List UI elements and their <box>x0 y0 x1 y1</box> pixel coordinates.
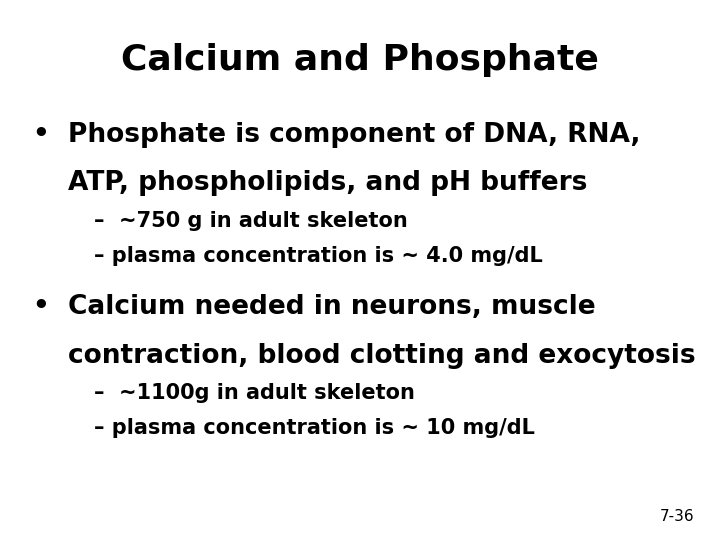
Text: contraction, blood clotting and exocytosis: contraction, blood clotting and exocytos… <box>68 343 696 369</box>
Text: •: • <box>32 294 49 320</box>
Text: •: • <box>32 122 49 147</box>
Text: 7-36: 7-36 <box>660 509 695 524</box>
Text: Phosphate is component of DNA, RNA,: Phosphate is component of DNA, RNA, <box>68 122 641 147</box>
Text: Calcium and Phosphate: Calcium and Phosphate <box>121 43 599 77</box>
Text: –  ~1100g in adult skeleton: – ~1100g in adult skeleton <box>94 383 415 403</box>
Text: – plasma concentration is ~ 4.0 mg/dL: – plasma concentration is ~ 4.0 mg/dL <box>94 246 542 266</box>
Text: Calcium needed in neurons, muscle: Calcium needed in neurons, muscle <box>68 294 596 320</box>
Text: –  ~750 g in adult skeleton: – ~750 g in adult skeleton <box>94 211 408 231</box>
Text: ATP, phospholipids, and pH buffers: ATP, phospholipids, and pH buffers <box>68 170 588 196</box>
Text: – plasma concentration is ~ 10 mg/dL: – plasma concentration is ~ 10 mg/dL <box>94 418 534 438</box>
